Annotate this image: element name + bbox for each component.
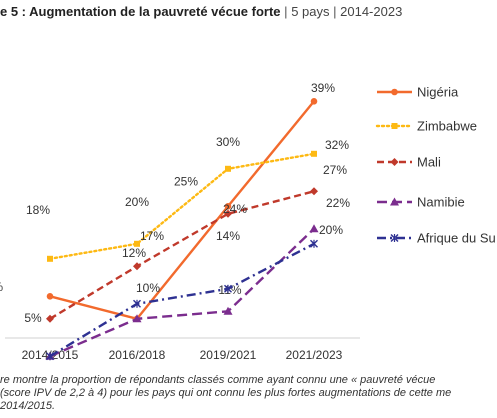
data-label: 20%: [125, 195, 149, 209]
data-point: [223, 306, 233, 315]
legend-item: Zimbabwe: [375, 119, 477, 134]
title-separator-2: |: [333, 4, 337, 19]
legend-marker: [391, 88, 398, 96]
legend-marker: [390, 234, 399, 242]
legend-marker: [390, 158, 399, 166]
legend-item: Afrique du Su: [377, 231, 496, 246]
legend-label: Afrique du Su: [417, 231, 496, 246]
data-label: 14%: [216, 229, 240, 243]
series-line-afrique-du-su: [49, 242, 315, 358]
footnote-line-3: 2014/2015.: [0, 400, 56, 412]
data-label: 18%: [26, 203, 50, 217]
footnote-line-2: (score IPV de 2,2 à 4) pour les pays qui…: [0, 387, 452, 399]
data-point: [224, 203, 232, 210]
data-label: 25%: [174, 175, 198, 189]
data-point: [224, 209, 232, 218]
legend-marker: [390, 197, 399, 206]
x-tick-label: 2021/2023: [286, 348, 343, 362]
data-label: 32%: [325, 138, 349, 152]
series-line-nigéria: [49, 100, 315, 321]
legend-label: Zimbabwe: [417, 119, 477, 134]
line-chart: 2014/20152016/20182019/20212021/202313%1…: [0, 81, 496, 362]
data-point: [46, 314, 54, 323]
legend-label: Mali: [417, 155, 441, 170]
data-point: [224, 284, 232, 293]
data-label: 39%: [311, 81, 335, 95]
data-point: [134, 240, 140, 247]
data-point: [133, 262, 141, 271]
series-line-namibie: [49, 227, 315, 358]
data-point: [310, 187, 318, 196]
data-label: 5%: [24, 311, 42, 325]
data-point: [47, 255, 53, 262]
data-label: 27%: [323, 163, 347, 177]
x-tick-label: 2019/2021: [200, 348, 257, 362]
data-point: [46, 293, 54, 300]
footnote-line-1: re montre la proportion de répondants cl…: [0, 374, 436, 386]
data-label: 10%: [0, 280, 3, 294]
title-countries: 5 pays: [291, 4, 330, 19]
data-label: 10%: [136, 281, 160, 295]
data-point: [310, 239, 318, 248]
legend-item: Nigéria: [377, 85, 459, 100]
data-label: 24%: [223, 202, 247, 216]
data-label: 30%: [216, 135, 240, 149]
series-line-mali: [49, 190, 315, 320]
legend-label: Nigéria: [417, 85, 459, 100]
data-point: [309, 224, 319, 233]
legend-label: Namibie: [417, 195, 465, 210]
legend-item: Namibie: [377, 195, 465, 210]
legend-marker: [391, 123, 398, 129]
legend-item: Mali: [377, 155, 441, 170]
data-point: [311, 150, 317, 157]
data-point: [310, 98, 318, 105]
chart-title-main: e 5 : Augmentation de la pauvreté vécue …: [0, 4, 281, 19]
footnote: re montre la proportion de répondants cl…: [0, 374, 497, 413]
data-point: [225, 165, 231, 172]
series-line-zimbabwe: [48, 152, 316, 260]
data-point: [133, 299, 141, 308]
data-label: 22%: [326, 196, 350, 210]
data-label: 17%: [140, 229, 164, 243]
title-period: 2014-2023: [340, 4, 403, 19]
title-separator: |: [284, 4, 288, 19]
chart-title: e 5 : Augmentation de la pauvreté vécue …: [0, 4, 402, 19]
data-point: [132, 314, 142, 323]
data-label: 12%: [122, 246, 146, 260]
data-label: 20%: [319, 223, 343, 237]
data-point: [46, 352, 54, 361]
x-tick-label: 2016/2018: [109, 348, 166, 362]
